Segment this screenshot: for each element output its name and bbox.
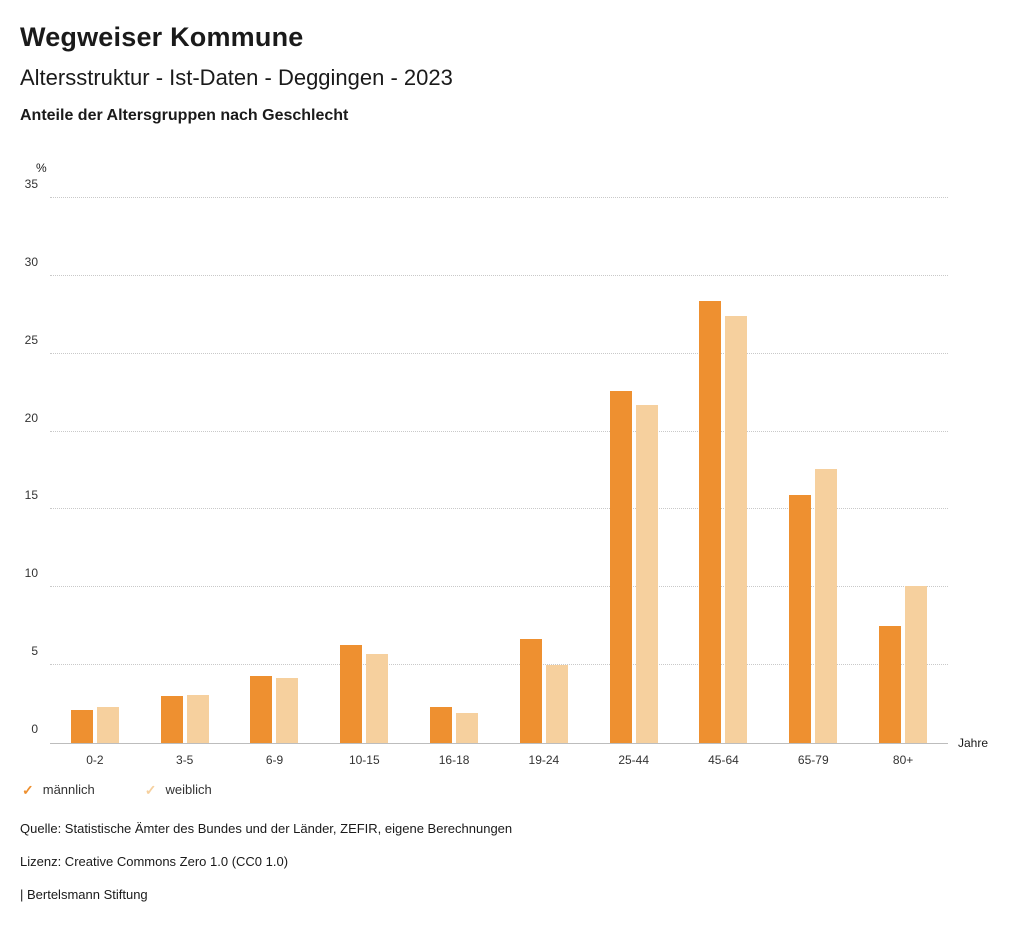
bar-chart: % Jahre 0 5 10 15 20 25 30 35 0-2 3-5 6-9 10-15 16-1… xyxy=(20,161,1004,767)
x-tick-label-6-9: 6-9 xyxy=(265,753,284,767)
checkmark-icon: ✓ xyxy=(22,781,34,798)
bar-group-45-64: 45-64 xyxy=(679,198,769,767)
bar-weiblich-80+[interactable] xyxy=(905,585,928,743)
y-tick-label-15: 15 xyxy=(24,488,38,503)
bar-weiblich-65-79[interactable] xyxy=(815,468,838,743)
bar-männlich-3-5[interactable] xyxy=(160,696,183,743)
bar-pair xyxy=(140,198,230,743)
bar-group-3-5: 3-5 xyxy=(140,198,230,767)
bar-männlich-0-2[interactable] xyxy=(70,710,93,743)
y-tick-label-25: 25 xyxy=(24,332,38,347)
y-axis-unit-label: % xyxy=(36,161,47,175)
bar-pair xyxy=(50,198,140,743)
x-tick-label-19-24: 19-24 xyxy=(528,753,560,767)
y-tick-label-30: 30 xyxy=(24,254,38,269)
bar-männlich-6-9[interactable] xyxy=(250,676,273,743)
y-tick-label-10: 10 xyxy=(24,566,38,581)
bar-group-6-9: 6-9 xyxy=(230,198,320,767)
source-text: Quelle: Statistische Ämter des Bundes un… xyxy=(20,821,513,836)
license-text: Lizenz: Creative Commons Zero 1.0 (CC0 1… xyxy=(20,854,289,869)
bar-group-25-44: 25-44 xyxy=(589,198,679,767)
gridline-25 xyxy=(50,352,948,354)
legend-item-weiblich[interactable]: ✓ weiblich xyxy=(145,782,212,797)
chart-heading: Anteile der Altersgruppen nach Geschlech… xyxy=(20,107,349,124)
x-tick-label-65-79: 65-79 xyxy=(797,753,829,767)
gridline-20 xyxy=(50,430,948,432)
x-axis-unit-label: Jahre xyxy=(958,736,989,750)
x-tick-label-25-44: 25-44 xyxy=(618,753,650,767)
bar-pair xyxy=(679,198,769,743)
bar-weiblich-25-44[interactable] xyxy=(635,405,658,743)
bar-groups: 0-2 3-5 6-9 10-15 16-18 19-24 25-44 45-64 65-79 8… xyxy=(50,198,948,767)
x-tick-label-80+: 80+ xyxy=(892,753,914,767)
bar-pair xyxy=(589,198,679,743)
footer: Quelle: Statistische Ämter des Bundes un… xyxy=(20,821,1004,902)
legend-item-männlich[interactable]: ✓ männlich xyxy=(22,782,95,797)
gridline-15 xyxy=(50,508,948,510)
bar-männlich-80+[interactable] xyxy=(879,626,902,743)
bar-group-0-2: 0-2 xyxy=(50,198,140,767)
bar-pair xyxy=(499,198,589,743)
bar-weiblich-3-5[interactable] xyxy=(186,694,209,743)
gridline-30 xyxy=(50,274,948,276)
bar-pair xyxy=(409,198,499,743)
x-tick-label-45-64: 45-64 xyxy=(708,753,739,767)
bar-group-19-24: 19-24 xyxy=(499,198,589,767)
attribution-text: | Bertelsmann Stiftung xyxy=(20,887,148,902)
bar-männlich-65-79[interactable] xyxy=(789,495,812,743)
bar-group-16-18: 16-18 xyxy=(409,198,499,767)
bar-männlich-10-15[interactable] xyxy=(340,644,363,743)
x-tick-label-3-5: 3-5 xyxy=(176,753,194,767)
bar-männlich-19-24[interactable] xyxy=(519,638,542,743)
gridline-5 xyxy=(50,664,948,666)
bar-group-65-79: 65-79 xyxy=(768,198,858,767)
bar-weiblich-45-64[interactable] xyxy=(725,316,748,743)
x-tick-label-10-15: 10-15 xyxy=(348,753,380,767)
bar-group-10-15: 10-15 xyxy=(319,198,409,767)
y-tick-label-0: 0 xyxy=(31,722,38,736)
checkmark-icon: ✓ xyxy=(144,781,157,798)
bar-männlich-45-64[interactable] xyxy=(699,300,722,743)
bar-männlich-25-44[interactable] xyxy=(609,391,632,743)
legend-label: weiblich xyxy=(165,782,212,797)
bar-weiblich-16-18[interactable] xyxy=(456,713,479,743)
x-tick-label-16-18: 16-18 xyxy=(438,753,470,767)
bar-pair xyxy=(858,198,948,743)
y-tick-label-20: 20 xyxy=(24,410,38,425)
bar-weiblich-19-24[interactable] xyxy=(545,665,568,743)
bar-pair xyxy=(319,198,409,743)
bar-weiblich-0-2[interactable] xyxy=(96,707,119,743)
page-title: Wegweiser Kommune xyxy=(20,22,304,52)
plot-area: Jahre 0 5 10 15 20 25 30 35 0-2 3-5 6-9 10-15 16-18 1… xyxy=(25,177,988,767)
bar-weiblich-10-15[interactable] xyxy=(366,654,389,743)
legend: ✓ männlich ✓ weiblich xyxy=(22,782,1004,797)
x-tick-label-0-2: 0-2 xyxy=(86,753,104,767)
gridline-10 xyxy=(50,586,948,588)
bar-group-80+: 80+ xyxy=(858,198,948,767)
legend-label: männlich xyxy=(42,782,95,797)
chart-subtitle: Altersstruktur - Ist-Daten - Deggingen -… xyxy=(20,65,453,90)
y-tick-label-5: 5 xyxy=(31,644,38,659)
bar-pair xyxy=(230,198,320,743)
bar-männlich-16-18[interactable] xyxy=(430,707,453,743)
gridline-35 xyxy=(50,197,948,198)
y-tick-label-35: 35 xyxy=(24,177,38,191)
bar-weiblich-6-9[interactable] xyxy=(276,677,299,743)
bar-pair xyxy=(768,198,858,743)
